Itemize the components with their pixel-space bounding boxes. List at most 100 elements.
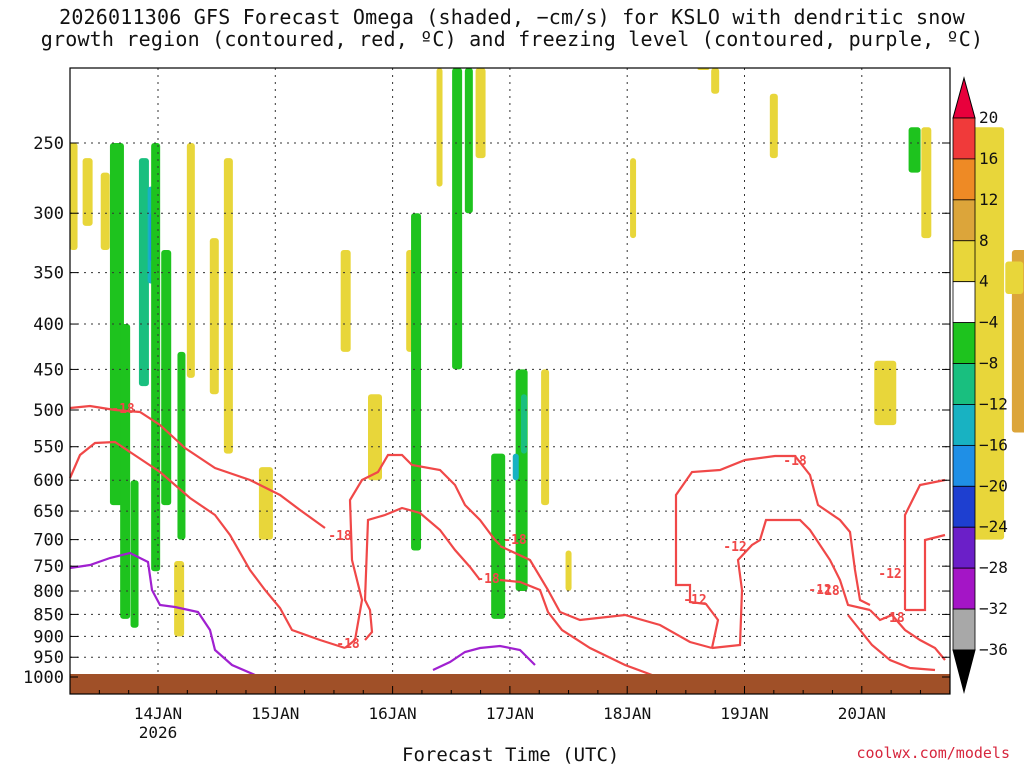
dendritic-contour-line: [674, 454, 871, 649]
contour-label: -18: [881, 611, 905, 626]
colorbar-label: −8: [979, 354, 998, 373]
omega-shaded-cell: [223, 158, 233, 454]
colorbar-swatch: [952, 281, 976, 324]
contour-label: -18: [783, 454, 807, 469]
x-tick-label: 19JAN: [720, 704, 768, 723]
colorbar-swatch: [952, 363, 976, 405]
contour-label: -12: [723, 540, 746, 555]
colorbar-label: −32: [979, 599, 1008, 618]
y-tick-label: 950: [33, 648, 64, 668]
y-tick-label: 250: [33, 134, 64, 154]
colorbar-arrow-bottom: [952, 649, 976, 694]
colorbar-swatch: [952, 199, 976, 242]
colorbar-label: −28: [979, 558, 1008, 577]
dendritic-contour-line: [68, 440, 346, 650]
contour-label: -12: [808, 583, 831, 598]
omega-shaded-cell: [411, 213, 422, 551]
y-axis: 2503003504004505005506006507007508008509…: [23, 134, 950, 688]
colorbar-swatch: [952, 404, 976, 446]
omega-shaded-cell: [151, 143, 161, 572]
colorbar-label: 8: [979, 231, 989, 250]
contour-label: -18: [336, 637, 360, 652]
x-tick-label: 15JAN: [251, 704, 299, 723]
contour-label: -18: [816, 584, 840, 599]
omega-shaded-cell: [452, 68, 463, 370]
omega-shaded-cell: [138, 158, 149, 387]
omega-shaded-cell: [565, 550, 572, 592]
terrain-band: [70, 676, 950, 694]
x-tick-label: 16JAN: [369, 704, 417, 723]
colorbar-swatch: [952, 240, 976, 283]
contour-label: -18: [476, 572, 500, 587]
colorbar-arrow-top: [952, 76, 976, 119]
y-tick-label: 700: [33, 531, 64, 551]
omega-shaded-cell: [258, 467, 273, 540]
dendritic-contour-line: [69, 404, 326, 529]
omega-shaded-cell: [541, 369, 550, 506]
dendritic-contour-line: [344, 453, 501, 649]
omega-shaded-cell: [209, 238, 219, 395]
terrain-edge: [70, 674, 950, 678]
chart-title: 2026011306 GFS Forecast Omega (shaded, −…: [40, 5, 984, 51]
y-tick-label: 350: [33, 264, 64, 284]
omega-shaded-cell: [711, 68, 720, 94]
contour-label: -12: [683, 593, 706, 608]
dendritic-contour-line: [363, 506, 481, 641]
colorbar-label: 16: [979, 149, 998, 168]
omega-shaded-cell: [100, 172, 110, 250]
colorbar-label: 12: [979, 190, 998, 209]
omega-shaded-cell: [120, 324, 131, 619]
freezing-level-contour-line: [69, 551, 256, 677]
omega-shaded-cell: [1005, 261, 1024, 295]
omega-shaded-cell: [520, 394, 527, 454]
x-axis-title: Forecast Time (UTC): [402, 744, 620, 766]
omega-shaded-cell: [1011, 249, 1024, 433]
omega-shaded-cell: [161, 249, 172, 506]
x-tick-label: 17JAN: [486, 704, 534, 723]
y-tick-label: 900: [33, 627, 64, 647]
dendritic-contour-line: [903, 478, 946, 610]
y-tick-label: 600: [33, 471, 64, 491]
colorbar-swatch: [952, 158, 976, 201]
x-tick-label: 18JAN: [603, 704, 651, 723]
colorbar-label: −36: [979, 640, 1008, 659]
y-tick-label: 1000: [23, 668, 64, 688]
omega-shaded-cell: [186, 143, 195, 378]
dendritic-contour-line: [905, 533, 946, 612]
omega-shaded-cell: [340, 249, 351, 352]
omega-shaded-cell: [908, 127, 921, 173]
colorbar-swatch: [952, 485, 976, 528]
plot-area: -18-18-18-18-18-18-12-12-12-12-18-18: [68, 67, 1024, 695]
y-tick-label: 750: [33, 557, 64, 577]
colorbar-swatch: [952, 567, 976, 610]
y-tick-label: 300: [33, 204, 64, 224]
omega-shaded-cell: [769, 93, 778, 159]
x-tick-label: 20JAN: [838, 704, 886, 723]
dendritic-contour-line: [499, 545, 713, 650]
contour-label: -18: [503, 533, 527, 548]
y-tick-label: 450: [33, 360, 64, 380]
colorbar-label: −20: [979, 476, 1008, 495]
omega-shaded-cell: [512, 453, 519, 481]
contour-label: -18: [328, 529, 352, 544]
dendritic-contour-line: [847, 614, 936, 672]
y-tick-label: 400: [33, 315, 64, 335]
terrain-ground: [70, 674, 950, 694]
colorbar-swatch: [952, 608, 976, 651]
dendritic-contour-line: [499, 578, 661, 680]
x-tick-label: 14JAN: [134, 704, 182, 723]
omega-shaded-cell: [82, 158, 93, 226]
colorbar-label: −12: [979, 394, 1008, 413]
omega-shaded-cell: [921, 127, 932, 239]
freezing-level-contour-line: [432, 644, 536, 671]
y-tick-label: 650: [33, 502, 64, 522]
colorbar-label: 4: [979, 272, 989, 291]
x-subtick-label: 2026: [139, 723, 178, 742]
contour-label: -12: [878, 567, 901, 582]
omega-shaded-cell: [464, 68, 473, 214]
omega-shaded-cell: [436, 68, 443, 187]
omega-shaded-cell: [491, 453, 506, 619]
colorbar-label: −24: [979, 517, 1008, 536]
y-tick-label: 550: [33, 438, 64, 458]
